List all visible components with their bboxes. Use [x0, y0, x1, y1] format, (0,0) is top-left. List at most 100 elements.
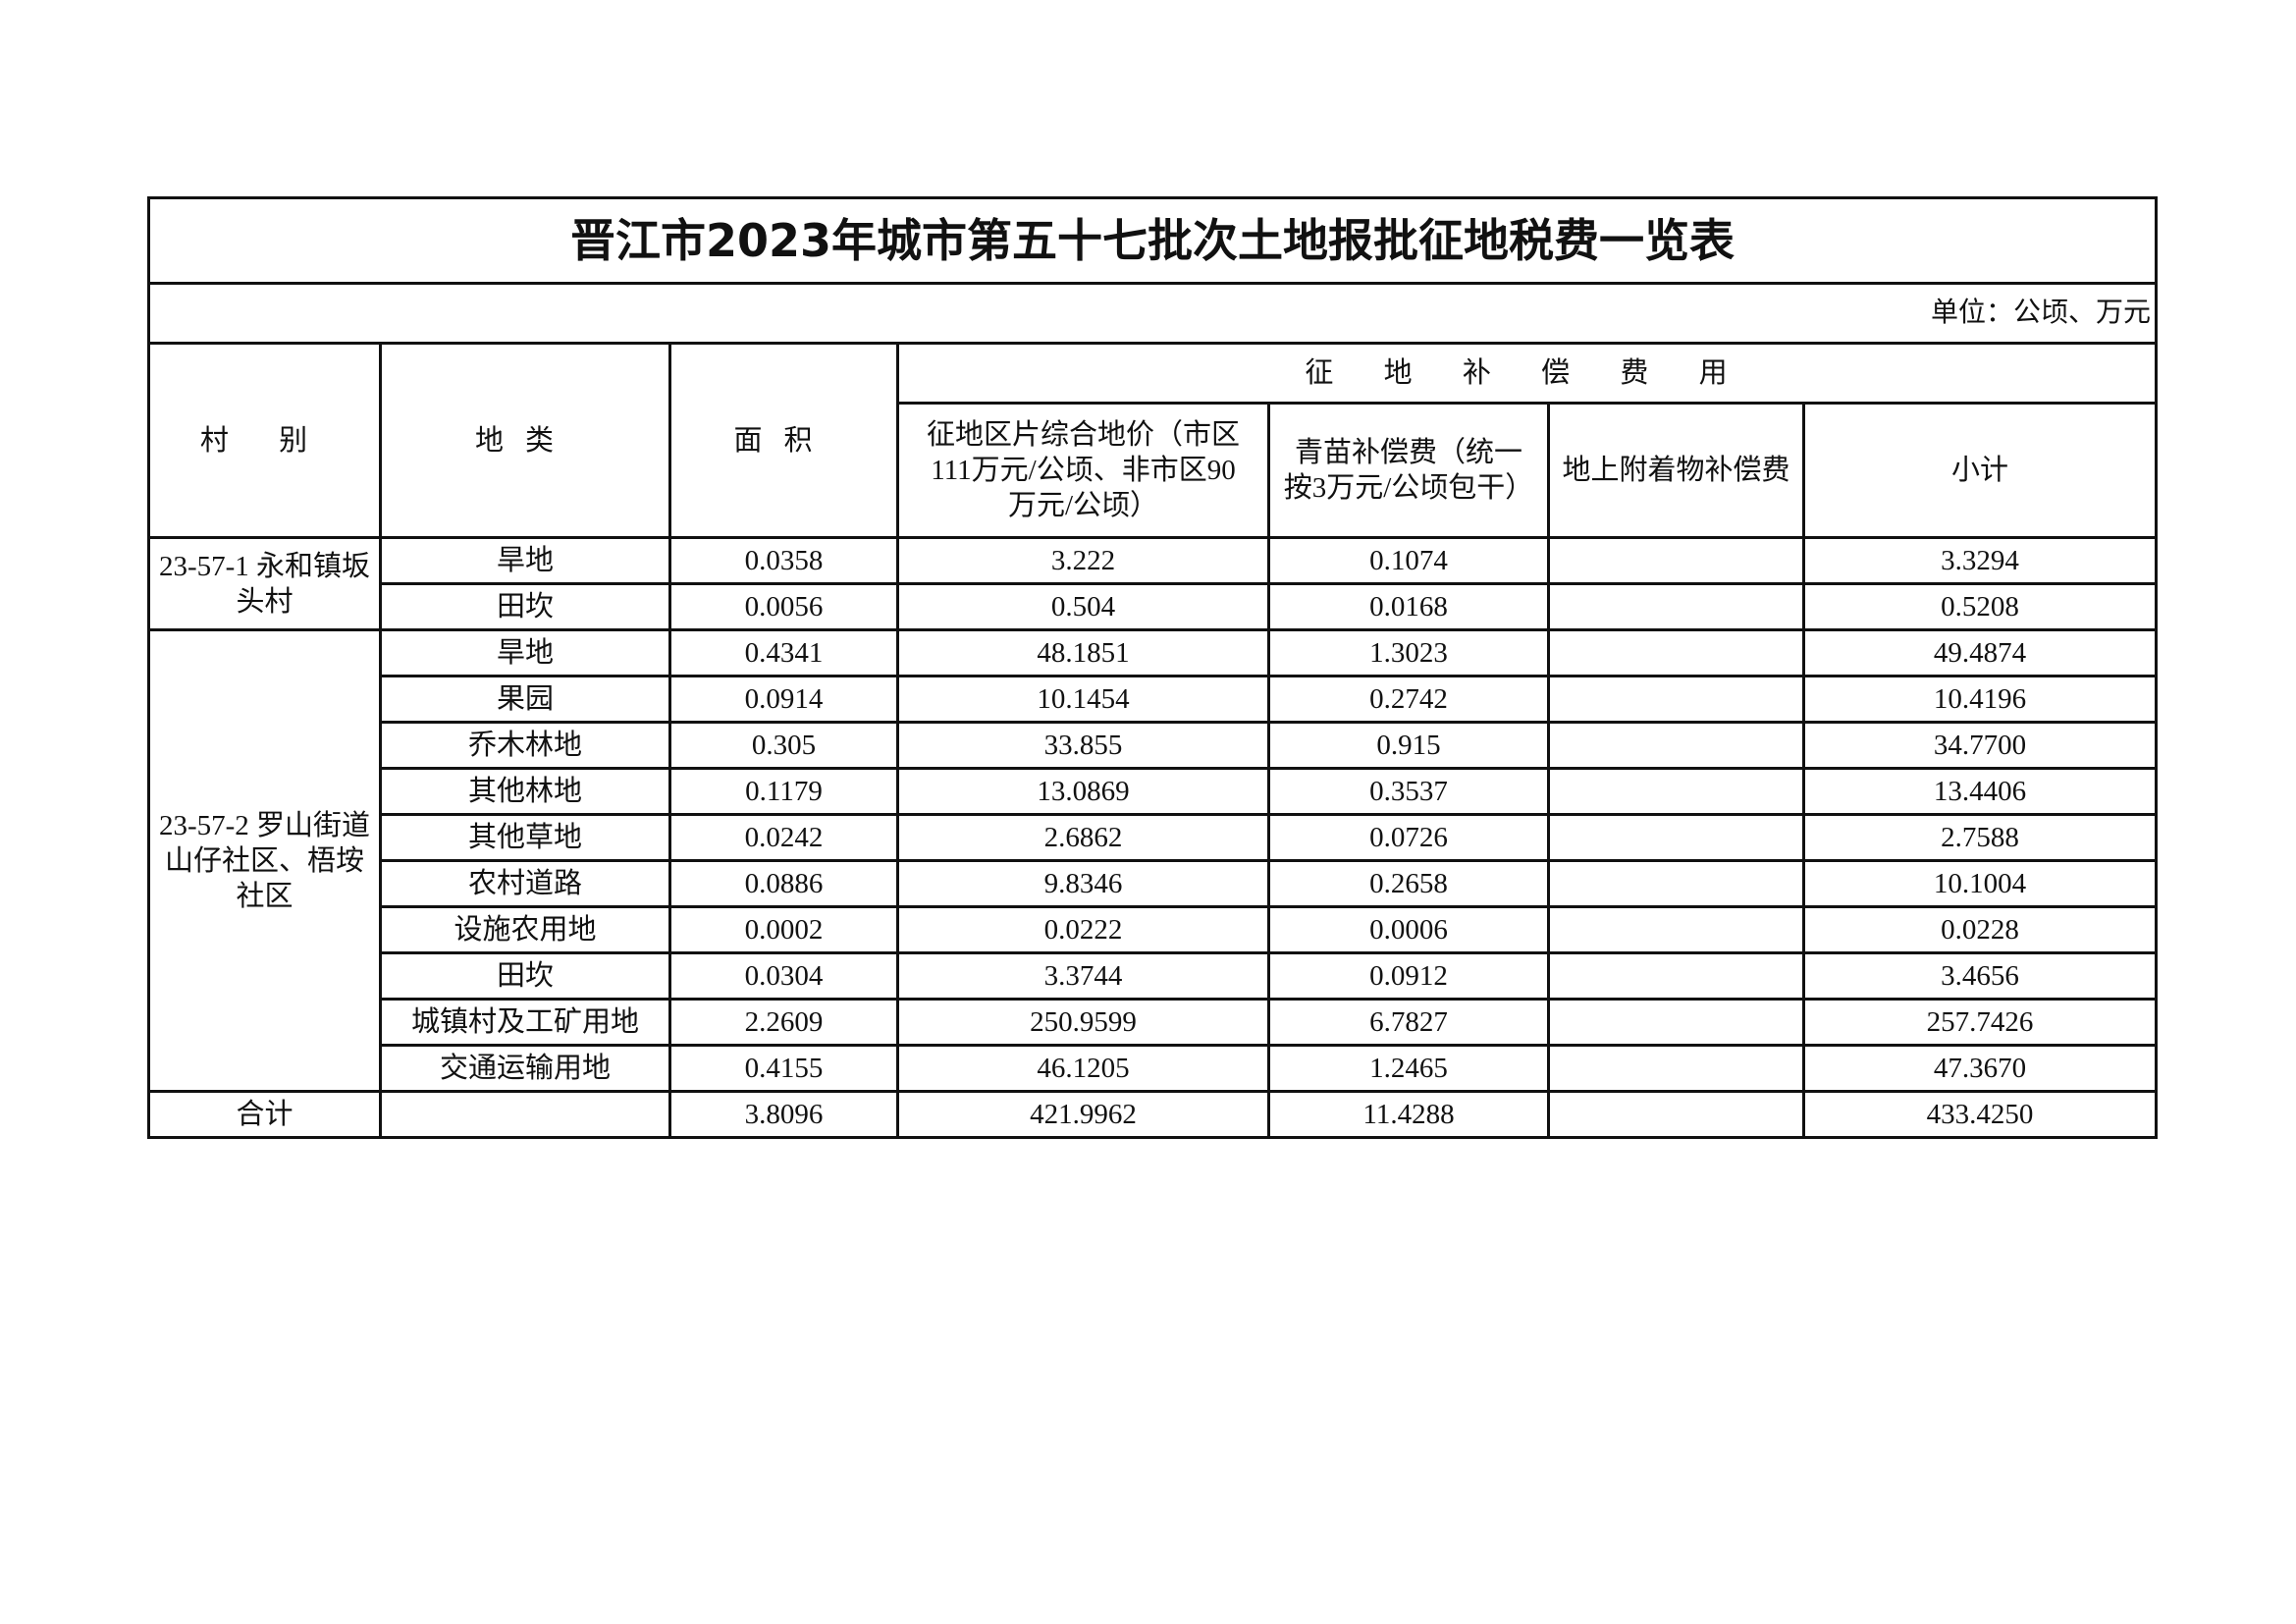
crop-comp-cell: 0.0912: [1267, 951, 1550, 1001]
crop-comp-cell: 0.915: [1267, 721, 1550, 770]
crop-comp-cell: 0.2742: [1267, 675, 1550, 724]
header-land-price: 征地区片综合地价（市区111万元/公顷、非市区90万元/公顷）: [896, 402, 1270, 539]
attachment-comp-cell: [1547, 721, 1805, 770]
area-cell: 0.0056: [668, 582, 899, 631]
crop-comp-cell: 1.2465: [1267, 1044, 1550, 1093]
crop-comp-cell: 1.3023: [1267, 628, 1550, 677]
header-land-type: 地类: [379, 342, 671, 539]
village-cell: 23-57-1 永和镇坂头村: [147, 536, 382, 631]
land-price-cell: 9.8346: [896, 859, 1270, 908]
land-price-cell: 3.3744: [896, 951, 1270, 1001]
area-cell: 0.0358: [668, 536, 899, 585]
table-title: 晋江市2023年城市第五十七批次土地报批征地税费一览表: [146, 196, 2159, 285]
land-price-cell: 33.855: [896, 721, 1270, 770]
crop-comp-cell: 0.1074: [1267, 536, 1550, 585]
land-type-cell: 交通运输用地: [379, 1044, 671, 1093]
land-type-cell: 田坎: [379, 951, 671, 1001]
total-area-cell: 3.8096: [668, 1090, 899, 1139]
attachment-comp-cell: [1547, 628, 1805, 677]
land-type-cell: 其他草地: [379, 813, 671, 862]
attachment-comp-cell: [1547, 951, 1805, 1001]
attachment-comp-cell: [1547, 536, 1805, 585]
table-row: 其他草地 0.0242 2.6862 0.0726 2.7588: [149, 813, 2159, 862]
land-type-cell: 田坎: [379, 582, 671, 631]
land-type-cell: 设施农用地: [379, 905, 671, 954]
land-price-cell: 0.504: [896, 582, 1270, 631]
area-cell: 0.305: [668, 721, 899, 770]
header-subtotal: 小计: [1801, 402, 2159, 539]
crop-comp-cell: 6.7827: [1267, 998, 1550, 1047]
crop-comp-cell: 0.2658: [1267, 859, 1550, 908]
header-village: 村 别: [147, 342, 382, 539]
crop-comp-cell: 0.0726: [1267, 813, 1550, 862]
village-cell: 23-57-2 罗山街道山仔社区、梧垵社区: [147, 628, 382, 1093]
attachment-comp-cell: [1547, 582, 1805, 631]
table-row: 交通运输用地 0.4155 46.1205 1.2465 47.3670: [149, 1044, 2159, 1093]
land-price-cell: 250.9599: [896, 998, 1270, 1047]
land-type-cell: 旱地: [379, 628, 671, 677]
land-price-cell: 13.0869: [896, 767, 1270, 816]
land-type-cell: 农村道路: [379, 859, 671, 908]
unit-label: 单位：公顷、万元: [146, 282, 2159, 345]
header-crop-comp: 青苗补偿费（统一按3万元/公顷包干）: [1267, 402, 1550, 539]
area-cell: 0.0914: [668, 675, 899, 724]
land-type-cell: 果园: [379, 675, 671, 724]
header-area: 面积: [668, 342, 899, 539]
table-row: 23-57-1 永和镇坂头村 旱地 0.0358 3.222 0.1074 3.3294: [147, 536, 2159, 631]
attachment-comp-cell: [1547, 998, 1805, 1047]
table-row: 果园 0.0914 10.1454 0.2742 10.4196: [149, 675, 2159, 724]
area-cell: 0.4155: [668, 1044, 899, 1093]
subtotal-cell: 0.0228: [1801, 905, 2159, 954]
subtotal-cell: 10.4196: [1801, 675, 2159, 724]
land-price-cell: 3.222: [896, 536, 1270, 585]
area-cell: 0.0242: [668, 813, 899, 862]
subtotal-cell: 10.1004: [1801, 859, 2159, 908]
land-type-cell: 旱地: [379, 536, 671, 585]
land-price-cell: 0.0222: [896, 905, 1270, 954]
subtotal-cell: 13.4406: [1801, 767, 2159, 816]
table-row: 23-57-2 罗山街道山仔社区、梧垵社区 旱地 0.4341 48.1851 1.30…: [147, 628, 2159, 1093]
subtotal-cell: 3.4656: [1801, 951, 2159, 1001]
area-cell: 0.0886: [668, 859, 899, 908]
attachment-comp-cell: [1547, 813, 1805, 862]
table-row: 设施农用地 0.0002 0.0222 0.0006 0.0228: [149, 905, 2159, 954]
land-fee-table: 晋江市2023年城市第五十七批次土地报批征地税费一览表 单位：公顷、万元 村 别…: [146, 196, 2159, 1139]
land-price-cell: 2.6862: [896, 813, 1270, 862]
table-row: 城镇村及工矿用地 2.2609 250.9599 6.7827 257.7426: [149, 998, 2159, 1047]
attachment-comp-cell: [1547, 1044, 1805, 1093]
table-row: 田坎 0.0304 3.3744 0.0912 3.4656: [149, 951, 2159, 1001]
land-type-cell: 其他林地: [379, 767, 671, 816]
subtotal-cell: 34.7700: [1801, 721, 2159, 770]
subtotal-cell: 47.3670: [1801, 1044, 2159, 1093]
total-price-cell: 421.9962: [896, 1090, 1270, 1139]
land-type-cell: 城镇村及工矿用地: [379, 998, 671, 1047]
crop-comp-cell: 0.0168: [1267, 582, 1550, 631]
land-type-cell: 乔木林地: [379, 721, 671, 770]
area-cell: 0.0002: [668, 905, 899, 954]
table-row: 其他林地 0.1179 13.0869 0.3537 13.4406: [149, 767, 2159, 816]
area-cell: 2.2609: [668, 998, 899, 1047]
attachment-comp-cell: [1547, 859, 1805, 908]
header-attachment-comp: 地上附着物补偿费: [1547, 402, 1805, 539]
subtotal-cell: 49.4874: [1801, 628, 2159, 677]
total-label-cell: 合计: [147, 1090, 382, 1139]
attachment-comp-cell: [1547, 767, 1805, 816]
subtotal-cell: 2.7588: [1801, 813, 2159, 862]
land-price-cell: 46.1205: [896, 1044, 1270, 1093]
table-row: 乔木林地 0.305 33.855 0.915 34.7700: [149, 721, 2159, 770]
subtotal-cell: 257.7426: [1801, 998, 2159, 1047]
attachment-comp-cell: [1547, 675, 1805, 724]
total-crop-cell: 11.4288: [1267, 1090, 1550, 1139]
total-attach-cell: [1547, 1090, 1805, 1139]
total-type-cell: [379, 1090, 671, 1139]
subtotal-cell: 0.5208: [1801, 582, 2159, 631]
crop-comp-cell: 0.3537: [1267, 767, 1550, 816]
total-subtotal-cell: 433.4250: [1801, 1090, 2159, 1139]
crop-comp-cell: 0.0006: [1267, 905, 1550, 954]
area-cell: 0.0304: [668, 951, 899, 1001]
total-row: 合计 3.8096 421.9962 11.4288 433.4250: [147, 1090, 2159, 1139]
table-row: 田坎 0.0056 0.504 0.0168 0.5208: [149, 582, 2159, 631]
area-cell: 0.1179: [668, 767, 899, 816]
land-price-cell: 10.1454: [896, 675, 1270, 724]
table-row: 农村道路 0.0886 9.8346 0.2658 10.1004: [149, 859, 2159, 908]
